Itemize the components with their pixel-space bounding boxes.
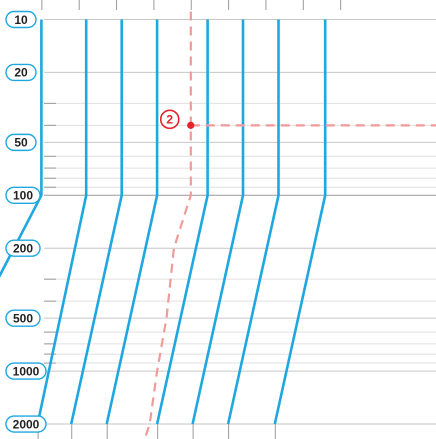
series-line-4 — [105, 19, 159, 425]
y-tick-text: 200 — [13, 242, 33, 256]
series-line-2 — [36, 19, 88, 425]
y-tick-pill — [5, 239, 41, 257]
y-tick-label-500: 500 — [5, 309, 41, 327]
marker-point — [187, 121, 195, 129]
y-tick-label-10: 10 — [5, 10, 37, 29]
y-tick-text: 100 — [13, 189, 33, 203]
y-tick-labels: 10 20 50 100 200 500 1000 2000 — [5, 10, 47, 433]
y-tick-label-1000: 1000 — [5, 362, 47, 380]
series-line-8 — [273, 19, 327, 425]
y-tick-pill — [5, 362, 47, 380]
y-tick-text: 2000 — [13, 417, 40, 431]
y-tick-label-2000: 2000 — [5, 415, 47, 433]
y-tick-pill — [5, 309, 41, 327]
y-tick-text: 1000 — [13, 364, 40, 378]
y-tick-label-50: 50 — [5, 133, 37, 152]
marker-layer: 2 — [159, 109, 195, 130]
y-tick-pill — [5, 10, 37, 29]
y-tick-pill — [5, 133, 37, 152]
reference-layer — [143, 11, 436, 439]
y-tick-label-20: 20 — [5, 63, 37, 82]
minor-grid — [44, 102, 436, 364]
x-grid — [41, 0, 342, 10]
series-line-3 — [69, 19, 123, 425]
y-tick-pill — [5, 186, 41, 205]
y-tick-text: 50 — [14, 136, 28, 150]
y-tick-pill — [5, 63, 37, 82]
marker-label: 2 — [166, 113, 173, 127]
series-line-1 — [0, 19, 43, 278]
y-tick-label-200: 200 — [5, 239, 41, 257]
y-tick-text: 500 — [13, 311, 33, 325]
y-tick-text: 20 — [14, 66, 28, 80]
y-tick-text: 10 — [14, 13, 28, 27]
y-tick-pill — [5, 415, 47, 433]
series-line-6 — [191, 19, 245, 425]
reference-path — [143, 11, 192, 439]
series-line-5 — [155, 19, 209, 425]
series-line-7 — [226, 19, 280, 425]
marker-badge — [159, 109, 180, 130]
bottom-ticks — [37, 424, 276, 439]
series-layer — [0, 19, 327, 425]
y-tick-label-100: 100 — [5, 186, 41, 205]
